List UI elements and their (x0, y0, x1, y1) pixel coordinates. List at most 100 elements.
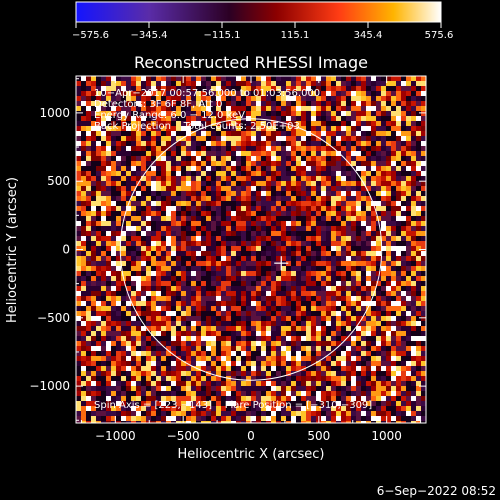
heatmap-pixel (266, 176, 271, 181)
heatmap-pixel (111, 166, 116, 171)
heatmap-pixel (261, 86, 266, 91)
heatmap-pixel (346, 356, 351, 361)
heatmap-pixel (221, 201, 226, 206)
heatmap-pixel (201, 116, 206, 121)
heatmap-pixel (241, 176, 246, 181)
heatmap-pixel (126, 321, 131, 326)
heatmap-pixel (91, 286, 96, 291)
heatmap-pixel (206, 216, 211, 221)
heatmap-pixel (191, 351, 196, 356)
heatmap-pixel (386, 331, 391, 336)
heatmap-pixel (151, 351, 156, 356)
heatmap-pixel (271, 321, 276, 326)
heatmap-pixel (211, 326, 216, 331)
heatmap-pixel (371, 406, 376, 411)
heatmap-pixel (166, 76, 171, 81)
heatmap-pixel (96, 201, 101, 206)
heatmap-pixel (241, 351, 246, 356)
heatmap-pixel (266, 86, 271, 91)
heatmap-pixel (346, 116, 351, 121)
heatmap-pixel (126, 191, 131, 196)
heatmap-pixel (421, 221, 426, 226)
heatmap-pixel (281, 136, 286, 141)
heatmap-pixel (96, 376, 101, 381)
heatmap-pixel (186, 146, 191, 151)
heatmap-pixel (416, 336, 421, 341)
heatmap-pixel (186, 241, 191, 246)
heatmap-pixel (241, 221, 246, 226)
heatmap-pixel (141, 376, 146, 381)
heatmap-pixel (121, 401, 126, 406)
heatmap-pixel (271, 311, 276, 316)
heatmap-pixel (391, 76, 396, 81)
heatmap-pixel (196, 141, 201, 146)
heatmap-pixel (146, 416, 151, 421)
heatmap-pixel (151, 281, 156, 286)
heatmap-pixel (316, 376, 321, 381)
heatmap-pixel (176, 371, 181, 376)
heatmap-pixel (281, 391, 286, 396)
heatmap-pixel (411, 336, 416, 341)
heatmap-pixel (416, 81, 421, 86)
heatmap-pixel (131, 396, 136, 401)
heatmap-pixel (281, 236, 286, 241)
heatmap-pixel (161, 121, 166, 126)
heatmap-pixel (341, 81, 346, 86)
heatmap-pixel (141, 226, 146, 231)
heatmap-pixel (146, 196, 151, 201)
heatmap-pixel (76, 211, 81, 216)
heatmap-pixel (91, 171, 96, 176)
heatmap-pixel (411, 396, 416, 401)
heatmap-pixel (91, 326, 96, 331)
heatmap-pixel (316, 326, 321, 331)
heatmap-pixel (371, 316, 376, 321)
heatmap-pixel (231, 411, 236, 416)
heatmap-pixel (261, 416, 266, 421)
heatmap-pixel (241, 291, 246, 296)
heatmap-pixel (291, 146, 296, 151)
heatmap-pixel (176, 386, 181, 391)
heatmap-pixel (371, 126, 376, 131)
heatmap-pixel (251, 406, 256, 411)
heatmap-pixel (286, 236, 291, 241)
heatmap-pixel (76, 106, 81, 111)
heatmap-pixel (306, 311, 311, 316)
heatmap-pixel (291, 186, 296, 191)
heatmap-pixel (91, 226, 96, 231)
heatmap-pixel (341, 246, 346, 251)
heatmap-pixel (246, 341, 251, 346)
heatmap-pixel (381, 361, 386, 366)
heatmap-pixel (81, 316, 86, 321)
heatmap-pixel (381, 351, 386, 356)
heatmap-pixel (411, 366, 416, 371)
heatmap-pixel (416, 381, 421, 386)
heatmap-pixel (96, 211, 101, 216)
heatmap-pixel (421, 401, 426, 406)
heatmap-pixel (96, 181, 101, 186)
heatmap-pixel (216, 251, 221, 256)
heatmap-pixel (216, 421, 221, 423)
heatmap-pixel (421, 391, 426, 396)
heatmap-pixel (406, 286, 411, 291)
heatmap-pixel (196, 331, 201, 336)
heatmap-pixel (286, 386, 291, 391)
heatmap-pixel (196, 256, 201, 261)
heatmap-pixel (261, 346, 266, 351)
heatmap-pixel (361, 141, 366, 146)
heatmap-pixel (226, 111, 231, 116)
heatmap-pixel (91, 316, 96, 321)
heatmap-pixel (261, 131, 266, 136)
heatmap-pixel (161, 356, 166, 361)
heatmap-pixel (276, 291, 281, 296)
heatmap-pixel (201, 361, 206, 366)
heatmap-pixel (246, 141, 251, 146)
heatmap-pixel (391, 301, 396, 306)
heatmap-pixel (226, 191, 231, 196)
heatmap-pixel (341, 301, 346, 306)
heatmap-pixel (91, 166, 96, 171)
heatmap-pixel (336, 406, 341, 411)
heatmap-pixel (291, 296, 296, 301)
heatmap-pixel (106, 416, 111, 421)
heatmap-pixel (286, 161, 291, 166)
heatmap-pixel (411, 241, 416, 246)
